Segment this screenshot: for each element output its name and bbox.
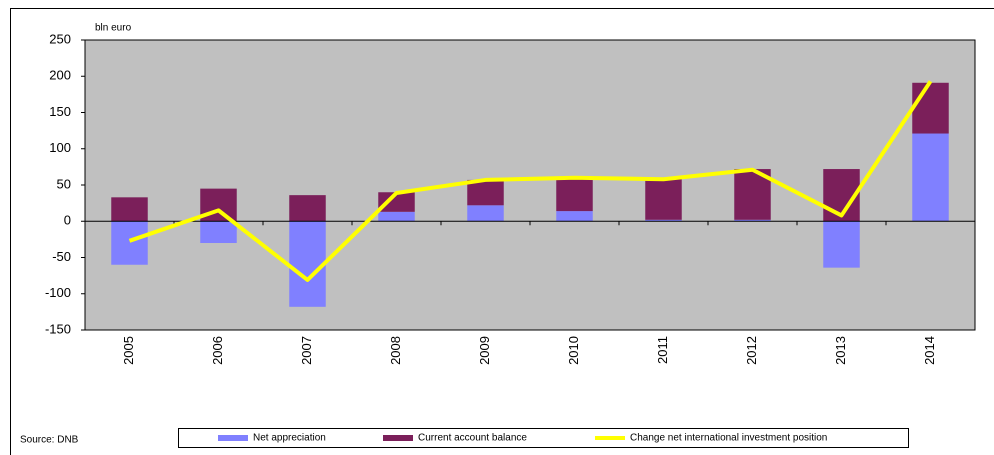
- x-tick-label: 2013: [833, 336, 848, 365]
- bar: [823, 221, 860, 268]
- bar: [111, 221, 148, 265]
- legend-label: Current account balance: [418, 433, 527, 444]
- y-tick-label: -150: [45, 321, 71, 336]
- y-tick-label: 200: [49, 68, 71, 83]
- y-axis-label: bln euro: [95, 23, 132, 34]
- x-tick-label: 2009: [477, 336, 492, 365]
- y-tick-label: -100: [45, 285, 71, 300]
- bar: [734, 219, 771, 222]
- x-tick-label: 2005: [121, 336, 136, 365]
- bar: [645, 179, 682, 220]
- x-tick-label: 2010: [566, 336, 581, 365]
- x-tick-label: 2014: [922, 336, 937, 365]
- y-tick-label: 250: [49, 31, 71, 46]
- bar: [556, 211, 593, 222]
- y-tick-label: -50: [52, 249, 71, 264]
- bar: [645, 219, 682, 222]
- x-tick-label: 2007: [299, 336, 314, 365]
- x-tick-label: 2006: [210, 336, 225, 365]
- bar: [111, 197, 148, 222]
- y-tick-label: 0: [64, 213, 71, 228]
- bar: [912, 82, 949, 134]
- x-tick-label: 2012: [744, 336, 759, 365]
- x-tick-label: 2011: [655, 336, 670, 364]
- line: [128, 80, 933, 282]
- y-tick-label: 100: [49, 140, 71, 155]
- bar: [289, 221, 326, 307]
- y-tick-label: 150: [49, 104, 71, 119]
- legend-label: Change net international investment posi…: [630, 433, 827, 444]
- bar: [467, 205, 504, 222]
- bar: [289, 195, 326, 222]
- source: Source: DNB: [20, 435, 79, 446]
- bar: [200, 221, 237, 243]
- y-tick-label: 50: [57, 176, 71, 191]
- legend-box: [178, 428, 909, 448]
- x-tick-label: 2008: [388, 336, 403, 365]
- bar: [378, 211, 415, 222]
- bar: [912, 133, 949, 222]
- bar: [378, 192, 415, 212]
- legend-swatch: [218, 435, 248, 441]
- legend-swatch: [383, 435, 413, 441]
- bar: [467, 179, 504, 206]
- bar: [556, 177, 593, 212]
- legend-label: Net appreciation: [253, 433, 326, 444]
